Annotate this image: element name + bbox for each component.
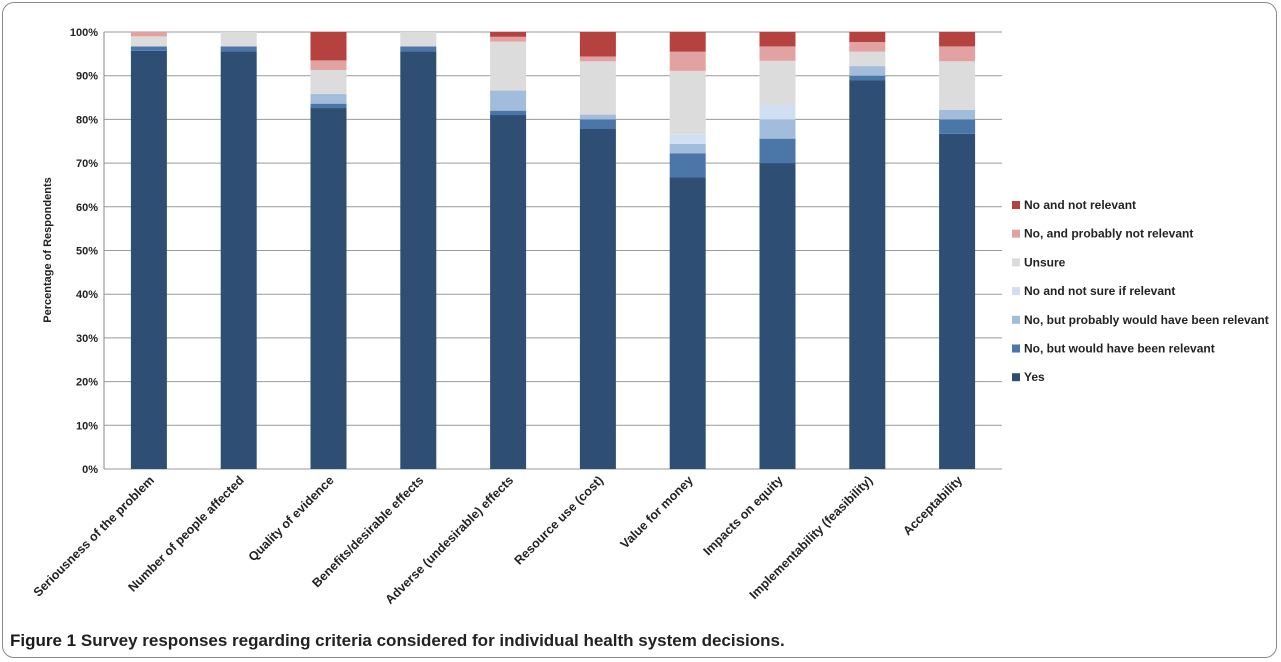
y-tick-label: 10% xyxy=(76,420,98,432)
legend-swatch xyxy=(1012,344,1020,353)
bar-segment xyxy=(669,153,706,178)
bar-segment xyxy=(310,70,347,95)
stacked-bar-chart: 0% 10% 20% 30% 40% 50% 60% 70% 80% 90% 100% Percen… xyxy=(31,27,1269,607)
bar-segment xyxy=(130,36,167,47)
legend-swatch xyxy=(1012,201,1020,209)
figure-label: Figure 1 xyxy=(10,631,77,650)
x-category-label: Acceptability xyxy=(900,473,965,538)
bar-segment xyxy=(220,32,257,47)
bar-segment xyxy=(579,61,616,115)
y-tick-label: 60% xyxy=(76,202,98,214)
y-tick-label: 0% xyxy=(82,464,98,476)
bar-segment xyxy=(400,46,437,52)
y-tick-label: 90% xyxy=(76,71,98,83)
bar-segment xyxy=(579,129,616,470)
bar-segment xyxy=(759,60,796,105)
bars xyxy=(130,32,976,470)
y-tick-label: 30% xyxy=(76,333,98,345)
bar-segment xyxy=(310,103,347,109)
bar-segment xyxy=(939,109,976,120)
bar-segment xyxy=(849,75,886,81)
legend-label: No and not sure if relevant xyxy=(1024,284,1175,298)
bar-segment xyxy=(849,80,886,469)
legend-swatch xyxy=(1012,315,1020,324)
bar-segment xyxy=(939,61,976,110)
x-category-label: Quality of evidence xyxy=(246,473,337,564)
bar-segment xyxy=(310,108,347,470)
legend-label: No, but would have been relevant xyxy=(1024,342,1215,356)
bar-segment xyxy=(939,119,976,134)
bar-segment xyxy=(310,94,347,104)
bar-segment xyxy=(130,32,167,37)
bar-segment xyxy=(849,66,886,76)
bar-segment xyxy=(130,50,167,469)
y-tick-label: 70% xyxy=(76,158,98,170)
bar-segment xyxy=(490,90,527,111)
bar-segment xyxy=(400,51,437,470)
legend-swatch xyxy=(1012,229,1020,238)
legend-label: Unsure xyxy=(1024,255,1066,269)
bar-segment xyxy=(490,41,527,91)
bar-segment xyxy=(400,32,437,47)
y-tick-label: 20% xyxy=(76,377,98,389)
y-tick-label: 80% xyxy=(76,114,98,126)
bar-segment xyxy=(849,51,886,67)
bar-segment xyxy=(579,56,616,62)
bar-segment xyxy=(939,32,976,47)
bar-segment xyxy=(759,163,796,469)
bar-segment xyxy=(759,138,796,164)
legend-label: No, and probably not relevant xyxy=(1024,227,1193,241)
y-axis-label: Percentage of Respondents xyxy=(42,177,54,322)
legend-label: No and not relevant xyxy=(1024,198,1136,212)
bar-segment xyxy=(130,46,167,51)
legend: No and not relevant No, and probably not … xyxy=(1012,198,1269,384)
bar-segment xyxy=(579,32,616,57)
y-tick-label: 40% xyxy=(76,289,98,301)
legend-swatch xyxy=(1012,287,1020,296)
legend-swatch xyxy=(1012,373,1020,382)
x-category-label: Value for money xyxy=(618,473,696,551)
bar-segment xyxy=(310,32,347,61)
bar-segment xyxy=(759,119,796,139)
legend-label: No, but probably would have been relevan… xyxy=(1024,313,1269,327)
bar-segment xyxy=(759,104,796,120)
bar-segment xyxy=(759,32,796,47)
figure-caption-text: Survey responses regarding criteria cons… xyxy=(80,631,785,650)
bar-segment xyxy=(490,115,527,469)
bar-segment xyxy=(849,32,886,43)
bar-segment xyxy=(579,119,616,130)
y-tick-label: 50% xyxy=(76,246,98,258)
bar-segment xyxy=(490,110,527,116)
bar-segment xyxy=(490,32,527,37)
bar-segment xyxy=(669,177,706,469)
figure-caption: Figure 1 Survey responses regarding crit… xyxy=(10,631,1270,651)
bar-segment xyxy=(939,133,976,470)
bar-segment xyxy=(490,36,527,42)
y-axis-ticks: 0% 10% 20% 30% 40% 50% 60% 70% 80% 90% 100% xyxy=(70,27,98,476)
legend-label: Yes xyxy=(1024,370,1045,384)
bar-segment xyxy=(220,51,257,470)
bar-segment xyxy=(669,32,706,52)
x-category-label: Impacts on equity xyxy=(701,473,786,558)
bar-segment xyxy=(759,46,796,61)
bar-segment xyxy=(939,46,976,62)
bar-segment xyxy=(849,42,886,52)
y-tick-label: 100% xyxy=(70,27,98,39)
bar-segment xyxy=(669,70,706,135)
bar-segment xyxy=(669,51,706,71)
bar-segment xyxy=(310,60,347,71)
bar-segment xyxy=(579,114,616,120)
bar-segment xyxy=(669,143,706,154)
legend-swatch xyxy=(1012,258,1020,267)
bar-segment xyxy=(669,134,706,144)
bar-segment xyxy=(220,46,257,52)
x-category-label: Resource use (cost) xyxy=(512,473,606,567)
